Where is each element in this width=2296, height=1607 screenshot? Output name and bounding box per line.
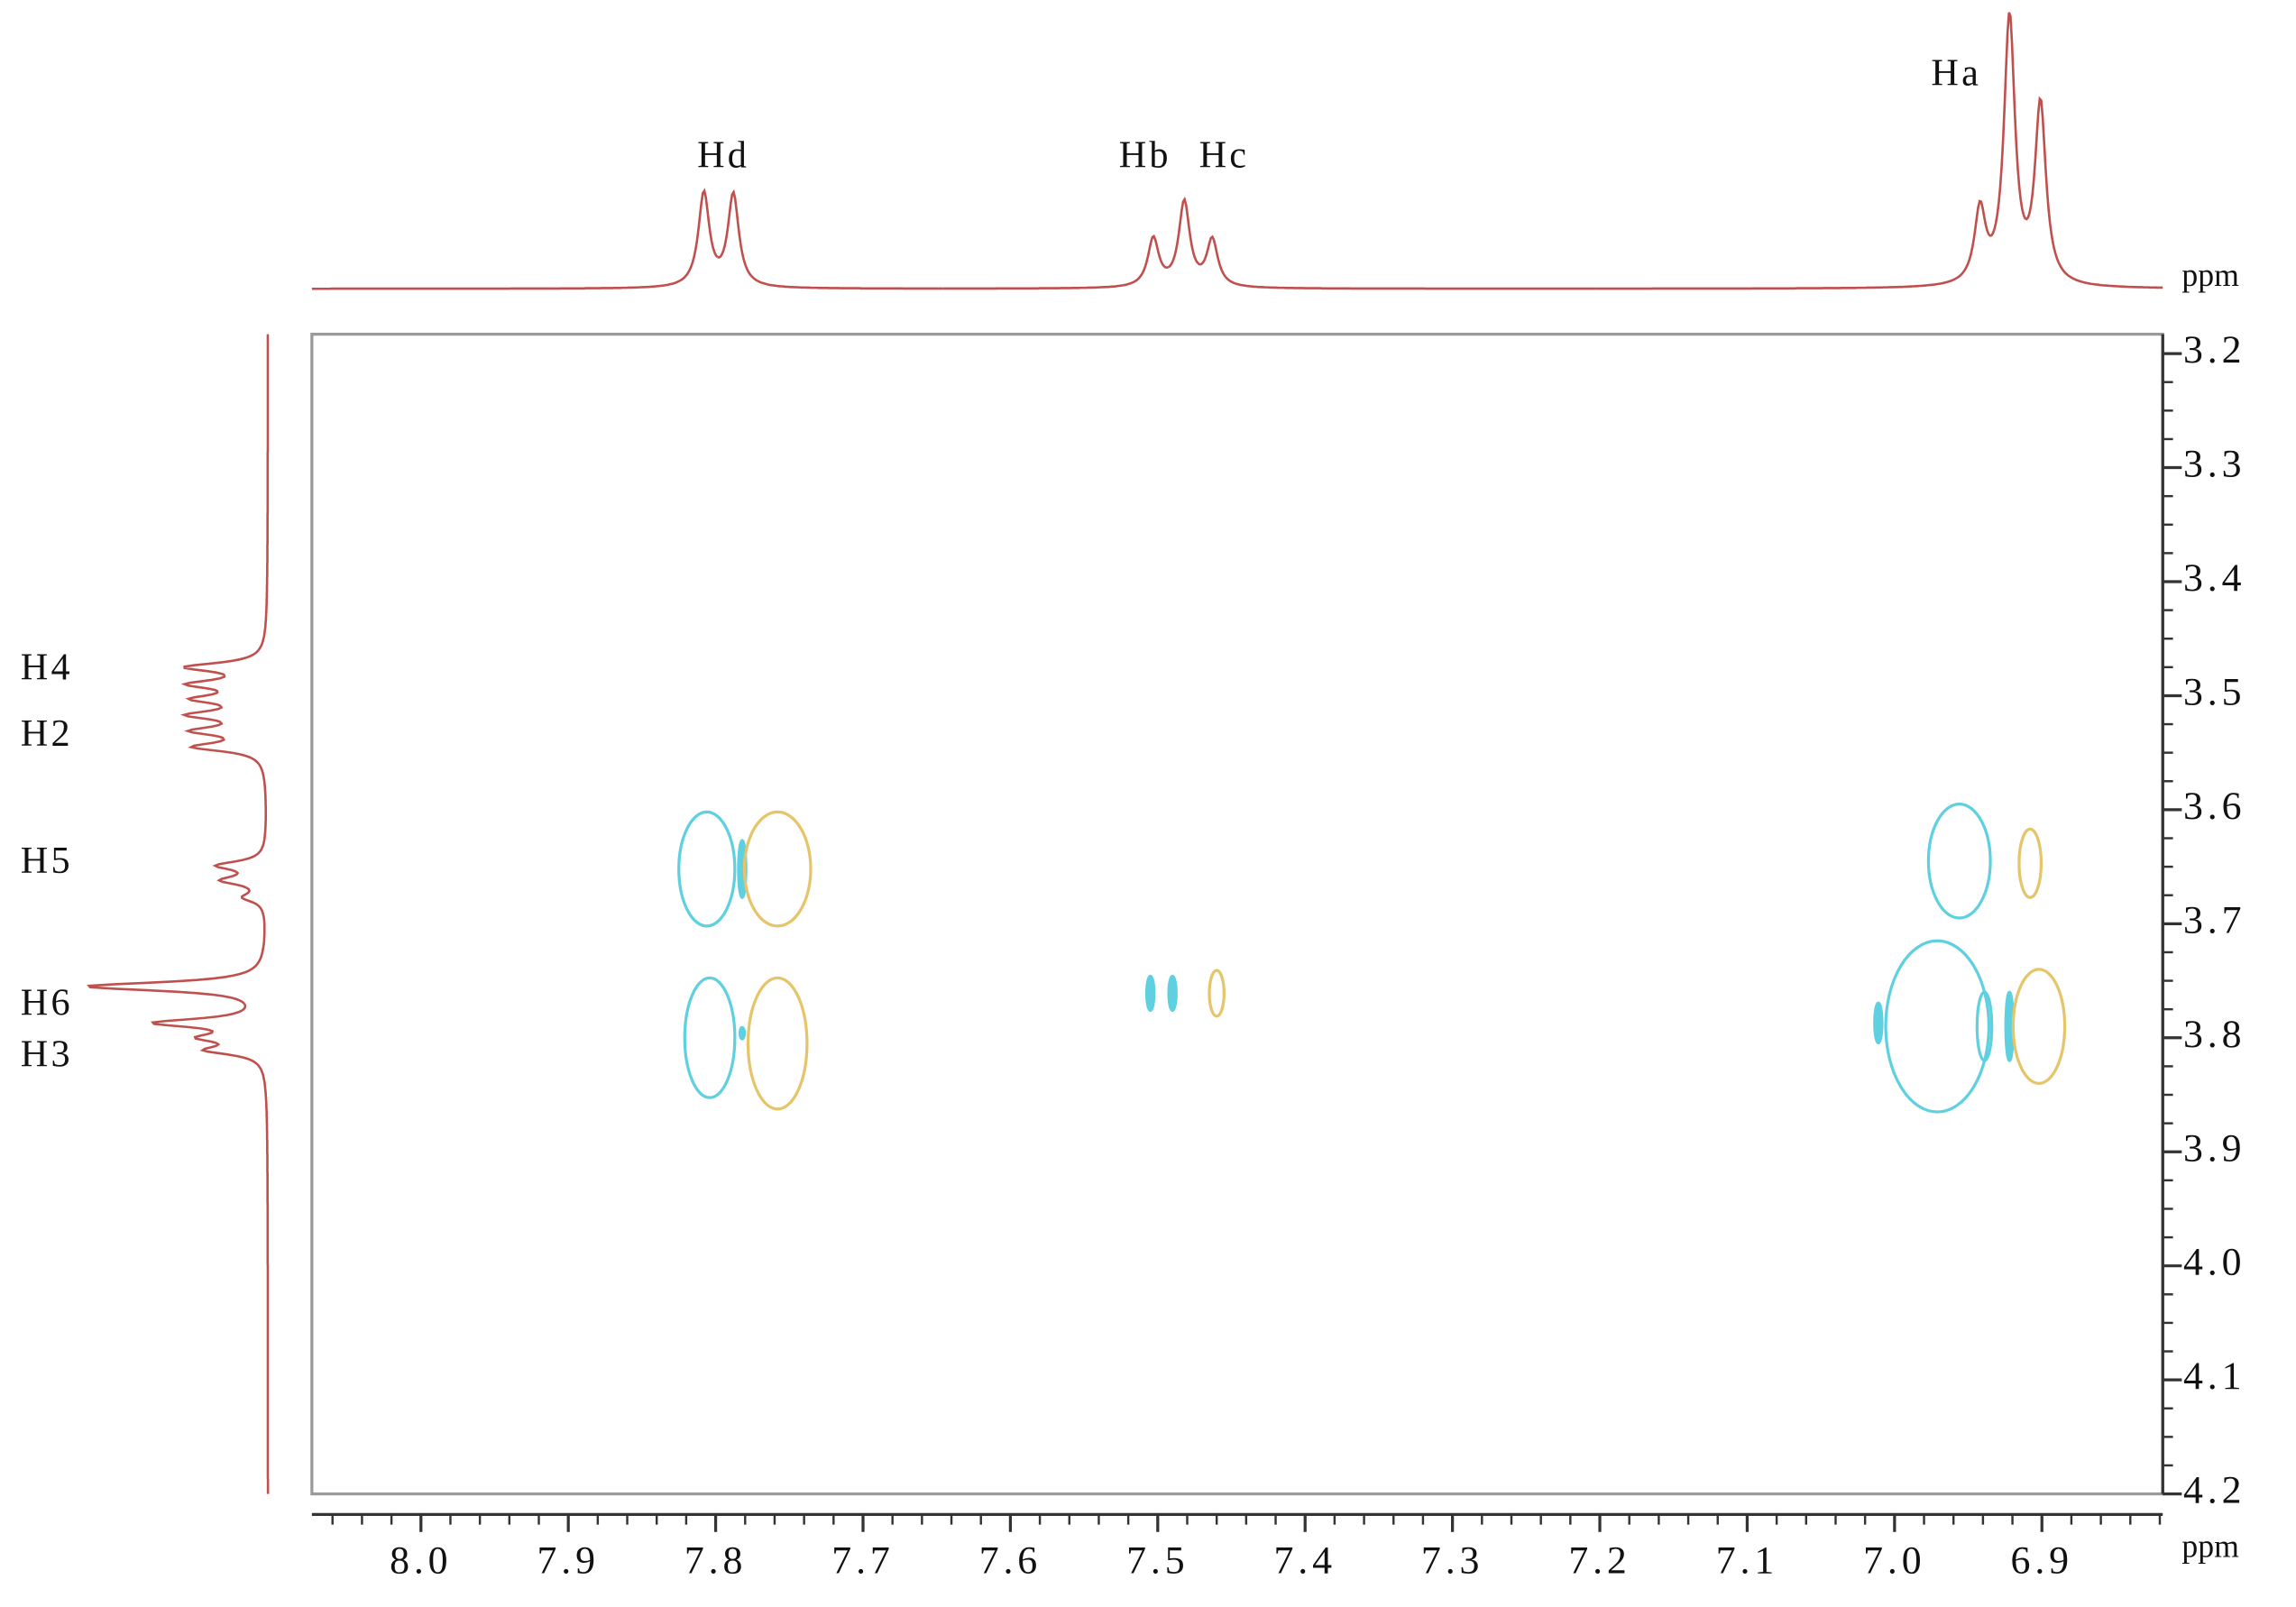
cross-peak: [1926, 802, 1992, 920]
x-tick-label: 7.3: [1421, 1539, 1483, 1583]
y-tick-label: 4.0: [2183, 1241, 2245, 1284]
x-tick-label: 7.6: [979, 1539, 1042, 1583]
x-tick-label: 6.9: [2011, 1539, 2073, 1583]
plot-frame: [310, 332, 2164, 1496]
y-tick-label: 4.2: [2183, 1469, 2245, 1512]
y-tick-label: 3.8: [2183, 1013, 2245, 1056]
y-tick-label: 3.3: [2183, 443, 2245, 486]
left-trace-peak: [180, 675, 226, 693]
cross-peak: [683, 976, 737, 1099]
cross-peak: [746, 976, 809, 1111]
top-trace-peak: [717, 188, 943, 290]
cross-peak: [1873, 1001, 1884, 1045]
cross-peak: [1975, 990, 1994, 1062]
left-trace-peak: [188, 738, 267, 806]
top-trace-peak: [2022, 96, 2163, 289]
peak-label: H3: [21, 1033, 73, 1075]
x-tick-label: 7.5: [1126, 1539, 1189, 1583]
x-axis-label: ppm: [2181, 1528, 2239, 1564]
y-tick-label: 3.5: [2183, 671, 2245, 714]
left-trace-peak: [185, 691, 222, 708]
peak-label: Hc: [1199, 133, 1250, 176]
x-tick-label: 7.1: [1716, 1539, 1778, 1583]
left-trace-peak: [183, 334, 270, 677]
y-tick-label: 4.1: [2183, 1354, 2245, 1398]
y-tick-label: 3.6: [2183, 785, 2245, 828]
x-tick-label: 8.0: [390, 1539, 452, 1583]
top-trace-peak: [1595, 199, 1996, 290]
top-trace-unit: ppm: [2181, 257, 2239, 293]
x-tick-label: 7.9: [537, 1539, 599, 1583]
top-trace-peak: [311, 188, 719, 290]
left-trace-peak: [193, 1028, 217, 1044]
y-tick-label: 3.4: [2183, 556, 2245, 600]
left-trace-peak: [199, 1042, 270, 1494]
cross-peak: [2017, 827, 2043, 899]
peak-label: H5: [21, 840, 73, 882]
peak-label: Hb: [1119, 133, 1171, 176]
left-trace-peak: [212, 805, 268, 873]
peak-label: H2: [21, 712, 73, 755]
top-trace-peak: [1167, 196, 1199, 269]
peak-label: Ha: [1931, 52, 1981, 95]
y-tick-label: 3.2: [2183, 328, 2245, 372]
cross-peak: [738, 1025, 747, 1041]
x-tick-label: 7.4: [1274, 1539, 1336, 1583]
cross-peak: [742, 810, 813, 928]
top-trace-peak: [1993, 12, 2025, 230]
cross-peak: [677, 810, 737, 928]
x-tick-label: 7.7: [831, 1539, 894, 1583]
x-tick-label: 7.0: [1863, 1539, 1925, 1583]
left-trace-peak: [87, 941, 266, 1005]
x-tick-label: 7.8: [684, 1539, 747, 1583]
peak-label: Hd: [697, 133, 749, 176]
peak-label: H4: [21, 647, 73, 689]
left-trace-peak: [216, 870, 247, 889]
cross-peak: [1208, 969, 1226, 1018]
cross-peak: [2011, 968, 2067, 1085]
cross-peak: [1144, 974, 1156, 1013]
left-trace-peak: [179, 705, 223, 724]
top-trace-peak: [942, 234, 1170, 290]
cross-peak: [1167, 974, 1178, 1013]
y-tick-label: 3.9: [2183, 1126, 2245, 1170]
left-trace-peak: [184, 721, 225, 739]
cross-peak: [1884, 939, 1991, 1114]
top-trace-peak: [1197, 234, 1596, 290]
x-tick-label: 7.2: [1568, 1539, 1630, 1583]
left-trace-peak: [241, 886, 266, 942]
peak-label: H6: [21, 982, 73, 1024]
y-tick-label: 3.7: [2183, 898, 2245, 941]
left-trace-peak: [151, 1002, 247, 1032]
